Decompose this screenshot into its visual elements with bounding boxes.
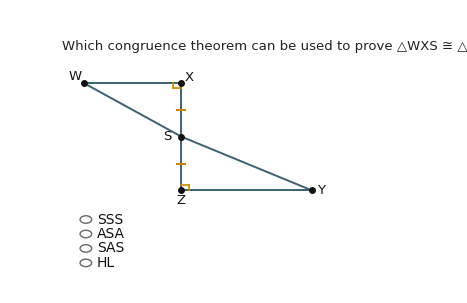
Text: ASA: ASA [97, 227, 125, 241]
Text: Z: Z [177, 194, 186, 207]
Text: S: S [163, 130, 172, 143]
Text: W: W [68, 69, 81, 82]
Text: X: X [185, 71, 194, 84]
Text: SAS: SAS [97, 241, 124, 255]
Text: Which congruence theorem can be used to prove △WXS ≅ △YZS?: Which congruence theorem can be used to … [62, 40, 467, 53]
Text: HL: HL [97, 256, 115, 270]
Text: Y: Y [317, 184, 325, 197]
Text: SSS: SSS [97, 212, 123, 227]
